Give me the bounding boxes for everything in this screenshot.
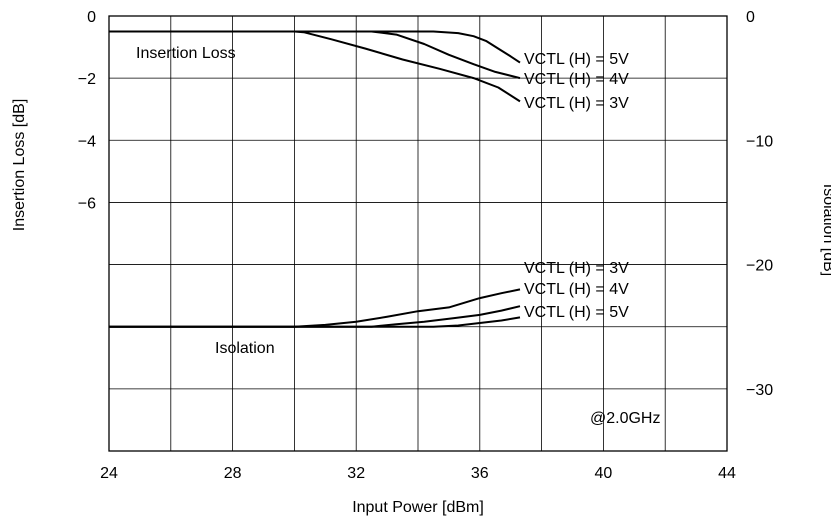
y-right-tick-label: −20: [746, 258, 773, 275]
series-line-insertion-loss-3v: [109, 30, 521, 103]
y-axis-left-label: Insertion Loss [dB]: [11, 99, 28, 232]
y-left-tick-label: −2: [78, 71, 96, 88]
y-right-tick-label: −30: [746, 382, 773, 399]
insertion-loss-annotation: Insertion Loss: [136, 45, 236, 62]
x-tick-label: 40: [595, 465, 613, 482]
y-axis-right-label: Isolation [dB]: [820, 184, 831, 277]
plot-frame: [108, 15, 728, 452]
x-axis-label: Input Power [dBm]: [352, 499, 484, 516]
curve-label-iso-5v: VCTL (H) = 5V: [524, 304, 629, 321]
tick-layer: 24 28 32 36 40 44 0 −2 −4 −6 0 −10 −20 −30: [78, 9, 773, 482]
x-tick-label: 36: [471, 465, 489, 482]
curve-label-il-3v: VCTL (H) = 3V: [524, 95, 629, 112]
curve-label-iso-4v: VCTL (H) = 4V: [524, 281, 629, 298]
curve-labels: VCTL (H) = 5V VCTL (H) = 4V VCTL (H) = 3…: [524, 51, 629, 321]
isolation-annotation: Isolation: [215, 340, 275, 357]
curve-label-il-5v: VCTL (H) = 5V: [524, 51, 629, 68]
series-line-insertion-loss-4v: [109, 30, 521, 80]
y-left-tick-label: 0: [87, 9, 96, 26]
y-right-tick-label: −10: [746, 133, 773, 150]
grid: [109, 16, 727, 451]
curve-label-iso-3v: VCTL (H) = 3V: [524, 260, 629, 277]
x-tick-label: 24: [100, 465, 118, 482]
y-left-tick-label: −4: [78, 133, 96, 150]
x-tick-label: 32: [347, 465, 365, 482]
y-right-tick-label: 0: [746, 9, 755, 26]
series-layer: [109, 30, 521, 328]
y-left-tick-label: −6: [78, 195, 96, 212]
curve-label-il-4v: VCTL (H) = 4V: [524, 71, 629, 88]
x-tick-label: 28: [224, 465, 242, 482]
x-tick-label: 44: [718, 465, 736, 482]
series-line-isolation-5v: [109, 316, 521, 328]
frequency-annotation: @2.0GHz: [590, 410, 660, 427]
